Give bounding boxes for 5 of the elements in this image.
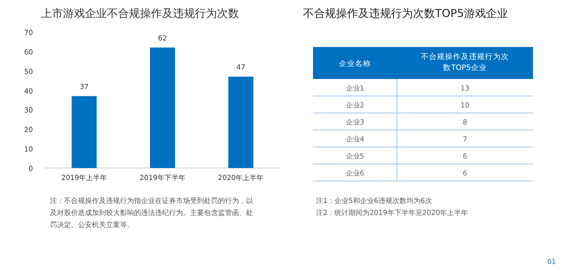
- text: 不合规操作及违规行为次数TOP5游戏企业: [303, 7, 508, 20]
- bar: [228, 76, 254, 168]
- bar: [72, 96, 97, 168]
- bar: [150, 48, 175, 168]
- chart-title: 上市游戏企业不合规操作及违规行为次数: [41, 7, 239, 20]
